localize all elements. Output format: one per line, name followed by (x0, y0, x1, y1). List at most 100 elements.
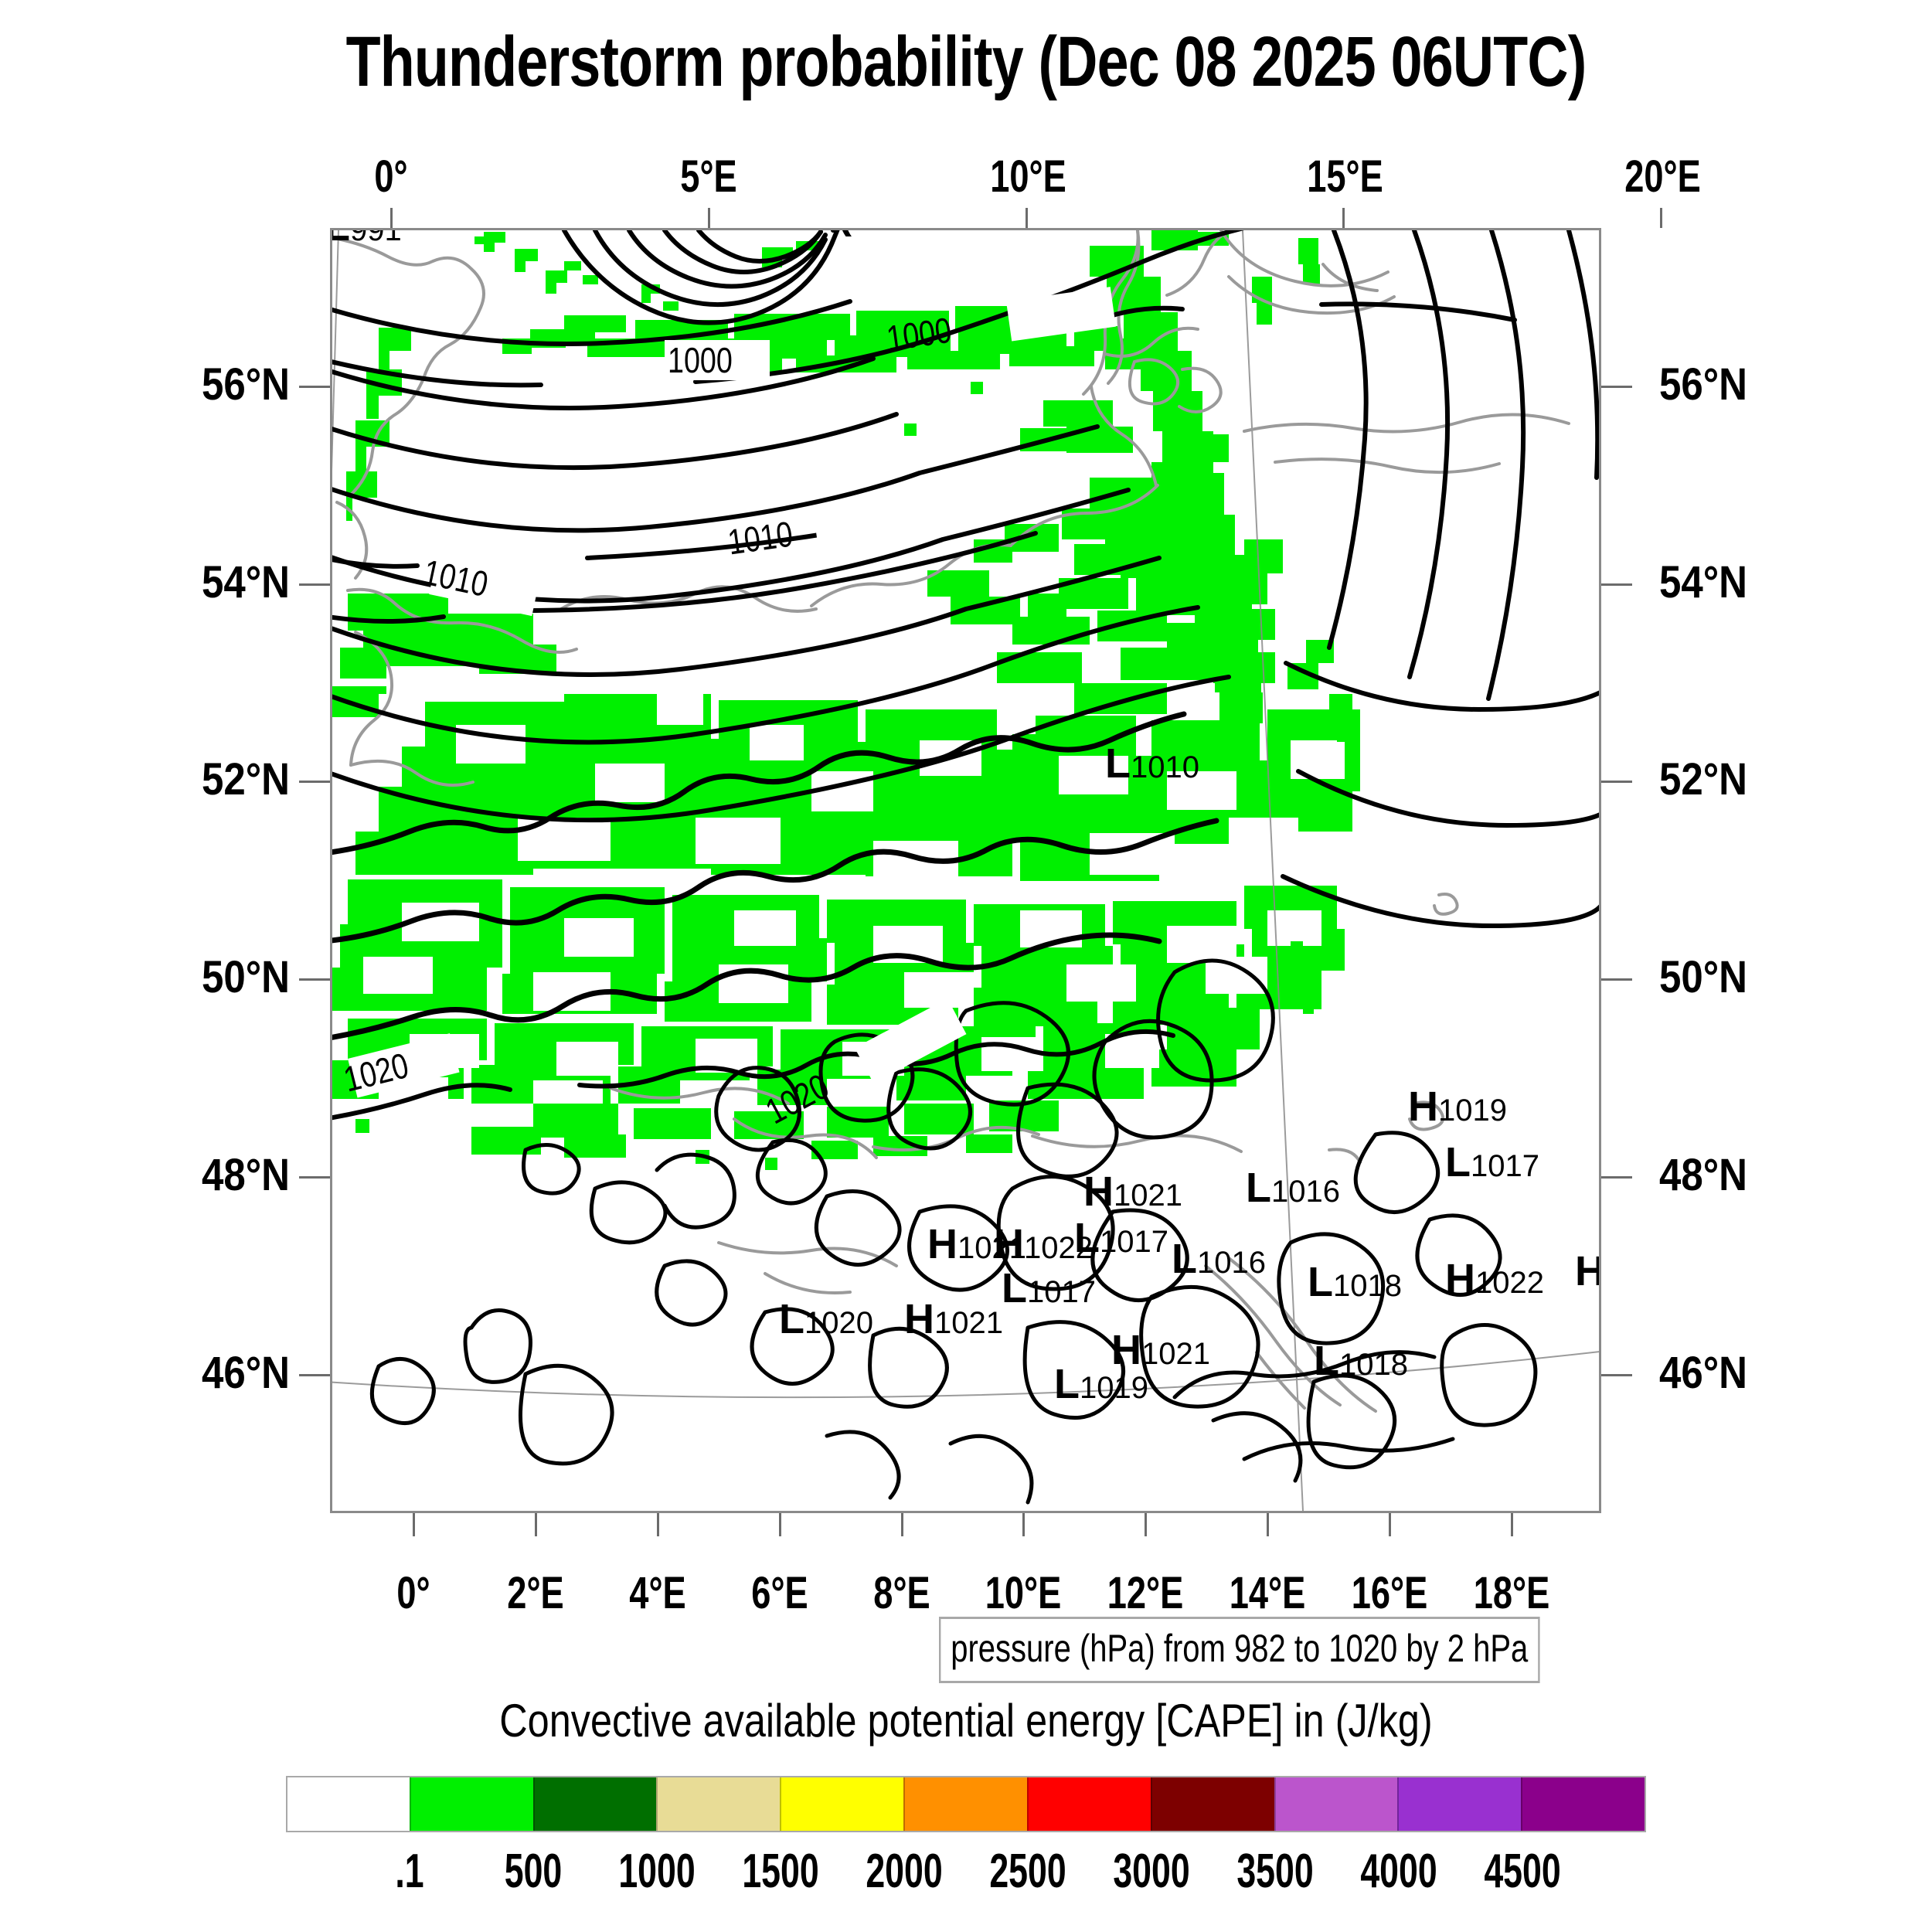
pressure-center-L-982: (L982 (838, 230, 929, 238)
lat-label-right-56: 56°N (1659, 359, 1748, 410)
pressure-center-L-1019: L1019 (1054, 1361, 1148, 1407)
colorbar-swatch-9 (1397, 1777, 1522, 1831)
pressure-contour-note: pressure (hPa) from 982 to 1020 by 2 hPa (939, 1617, 1540, 1683)
lon-label-bottom-10°E: 10°E (985, 1568, 1062, 1618)
axis-tick (778, 1513, 781, 1536)
axis-tick (390, 208, 393, 228)
lon-label-bottom-16°E: 16°E (1351, 1568, 1428, 1618)
pressure-center-H-1019: H1019 (1408, 1083, 1507, 1130)
axis-tick (1342, 208, 1345, 228)
axis-tick (299, 781, 330, 784)
colorbar-swatch-8 (1274, 1777, 1398, 1831)
graticule-layer (332, 230, 1599, 1511)
lat-label-right-54: 54°N (1659, 556, 1748, 607)
axis-tick (534, 1513, 537, 1536)
colorbar-swatch-3 (656, 1777, 781, 1831)
axis-tick (299, 583, 330, 586)
pressure-center-L-1017-south: L1017 (1002, 1265, 1096, 1311)
axis-tick (1025, 208, 1028, 228)
pressure-center-H-edge: H (1575, 1247, 1599, 1295)
lon-label-top-0°: 0° (374, 151, 408, 202)
lon-label-top-20°E: 20°E (1624, 151, 1701, 202)
map-plot-area: 1000 1000 1010 1010 1020 1020 L991 (L982… (330, 228, 1601, 1513)
cape-colorbar-labels: .1 500 1000 1500 2000 2500 3000 3500 4000 4500 (286, 1844, 1646, 1906)
axis-tick (656, 1513, 659, 1536)
pressure-center-H-1022: H1022 (994, 1221, 1093, 1267)
svg-text:1000: 1000 (668, 340, 733, 379)
colorbar-label-1500: 1500 (742, 1845, 819, 1898)
pressure-center-H-1022-east: H1022 (1445, 1256, 1544, 1302)
axis-tick (1267, 1513, 1270, 1536)
axis-tick (900, 1513, 903, 1536)
lat-label-left-46: 46°N (201, 1347, 290, 1398)
pressure-center-L-1017-central: L1017 (1074, 1215, 1168, 1261)
lat-label-right-50: 50°N (1659, 952, 1748, 1003)
axis-tick (1601, 978, 1632, 981)
pressure-center-L-1018-north: L1018 (1308, 1259, 1402, 1305)
axis-tick (1601, 781, 1632, 784)
pressure-center-H-1021-bottom: H1021 (1111, 1327, 1210, 1373)
cape-colorbar (286, 1776, 1646, 1832)
pressure-center-L-991: L991 (332, 228, 402, 250)
axis-tick (1601, 583, 1632, 586)
colorbar-swatch-7 (1150, 1777, 1274, 1831)
lon-label-bottom-2°E: 2°E (507, 1568, 564, 1618)
axis-tick (299, 385, 330, 388)
axis-tick (1389, 1513, 1392, 1536)
axis-tick (1601, 385, 1632, 388)
pressure-center-L-1016-south: L1016 (1172, 1236, 1266, 1282)
colorbar-swatch-10 (1521, 1777, 1645, 1831)
isobar-layer (332, 230, 1599, 1505)
lon-label-bottom-12°E: 12°E (1107, 1568, 1184, 1618)
colorbar-label-1000: 1000 (618, 1845, 696, 1898)
lon-label-bottom-6°E: 6°E (750, 1568, 808, 1618)
colorbar-swatch-2 (532, 1777, 657, 1831)
axis-tick (1145, 1513, 1148, 1536)
colorbar-label-3500: 3500 (1236, 1845, 1314, 1898)
colorbar-swatch-6 (1026, 1777, 1151, 1831)
colorbar-label-.1: .1 (395, 1845, 424, 1898)
axis-tick (1022, 1513, 1026, 1536)
axis-tick (1601, 1176, 1632, 1179)
lat-label-left-56: 56°N (201, 359, 290, 410)
axis-tick (1660, 208, 1663, 228)
colorbar-swatch-4 (780, 1777, 904, 1831)
map-canvas: 1000 1000 1010 1010 1020 1020 (332, 230, 1599, 1511)
lat-label-right-46: 46°N (1659, 1347, 1748, 1398)
pressure-center-L-1010: L1010 (1105, 740, 1199, 787)
colorbar-label-500: 500 (504, 1845, 563, 1898)
lon-label-bottom-8°E: 8°E (872, 1568, 930, 1618)
svg-text:1000: 1000 (884, 310, 954, 359)
colorbar-swatch-5 (903, 1777, 1027, 1831)
lat-label-left-50: 50°N (201, 952, 290, 1003)
lat-label-left-52: 52°N (201, 754, 290, 805)
lat-label-right-48: 48°N (1659, 1150, 1748, 1201)
pressure-center-L-1017-east: L1017 (1445, 1139, 1539, 1185)
colorbar-swatch-1 (409, 1777, 533, 1831)
svg-text:1010: 1010 (726, 514, 795, 563)
lon-label-bottom-4°E: 4°E (629, 1568, 686, 1618)
pressure-center-H-1021-southwest: H1021 (904, 1296, 1003, 1342)
lat-label-left-54: 54°N (201, 556, 290, 607)
lon-label-top-15°E: 15°E (1307, 151, 1384, 202)
axis-tick (1601, 1373, 1632, 1376)
pressure-center-L-1020: L1020 (779, 1296, 873, 1342)
colorbar-label-4500: 4500 (1484, 1845, 1561, 1898)
pressure-center-H-1021-west: H1021 (927, 1221, 1026, 1267)
axis-tick (1510, 1513, 1513, 1536)
axis-tick (299, 1373, 330, 1376)
pressure-center-L-1016-north: L1016 (1246, 1165, 1340, 1211)
pressure-center-H-1021-center: H1021 (1083, 1168, 1182, 1215)
lon-label-top-10°E: 10°E (989, 151, 1066, 202)
colorbar-swatch-0 (287, 1777, 410, 1831)
lon-label-bottom-14°E: 14°E (1229, 1568, 1306, 1618)
colorbar-label-4000: 4000 (1360, 1845, 1437, 1898)
colorbar-label-3000: 3000 (1113, 1845, 1190, 1898)
page-title: Thunderstorm probability (Dec 08 2025 06… (345, 22, 1587, 101)
lat-label-right-52: 52°N (1659, 754, 1748, 805)
colorbar-label-2500: 2500 (989, 1845, 1066, 1898)
axis-tick (412, 1513, 415, 1536)
axis-tick (299, 978, 330, 981)
lon-label-bottom-0°: 0° (396, 1568, 430, 1618)
lon-label-bottom-18°E: 18°E (1473, 1568, 1550, 1618)
